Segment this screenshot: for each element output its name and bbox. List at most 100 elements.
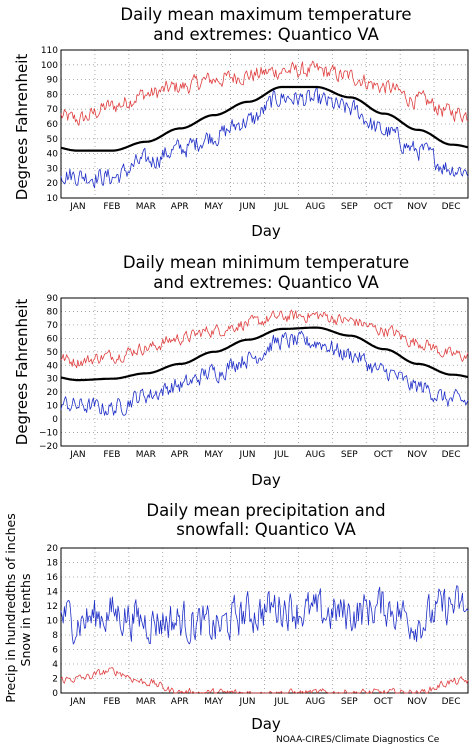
x-tick-label: AUG <box>306 202 326 212</box>
y-tick-label: 80 <box>47 307 59 317</box>
x-tick-label: JUL <box>273 697 288 707</box>
x-tick-label: FEB <box>103 697 120 707</box>
y-tick-label: 10 <box>47 402 59 412</box>
x-tick-label: FEB <box>103 450 120 460</box>
y-tick-label: 10 <box>47 617 59 627</box>
chart-title-line2: snowfall: Quantico VA <box>176 520 356 539</box>
y-tick-label: 70 <box>47 105 59 115</box>
panel-min-temp: Daily mean minimum temperature and extre… <box>13 253 469 489</box>
x-tick-label: OCT <box>374 697 393 707</box>
y-tick-label: 90 <box>47 294 59 304</box>
y-tick-label: 18 <box>47 559 59 569</box>
x-tick-label: NOV <box>407 697 428 707</box>
x-tick-label: MAR <box>136 202 156 212</box>
chart-title-line2: and extremes: Quantico VA <box>153 273 379 292</box>
chart-title-line1: Daily mean precipitation and <box>146 501 385 520</box>
x-tick-label: JUN <box>239 202 256 212</box>
y-tick-label: 50 <box>47 348 59 358</box>
x-axis-label: Day <box>251 471 281 489</box>
series-line-low <box>60 87 469 189</box>
x-tick-label: FEB <box>103 202 120 212</box>
x-tick-label: OCT <box>374 202 393 212</box>
y-tick-label: 2 <box>52 675 58 685</box>
x-tick-label: JAN <box>69 450 85 460</box>
x-tick-label: AUG <box>306 697 326 707</box>
panel-max-temp: Daily mean maximum temperature and extre… <box>13 5 469 240</box>
x-tick-label: AUG <box>306 450 326 460</box>
series-line-mean <box>60 326 469 382</box>
y-tick-label: 40 <box>47 361 59 371</box>
y-axis-label: Degrees Fahrenheit <box>13 54 31 201</box>
series-line-high <box>60 60 469 126</box>
x-axis-label: Day <box>251 222 281 240</box>
x-tick-label: MAY <box>204 450 223 460</box>
x-tick-label: JUN <box>239 697 256 707</box>
plot-area: −20 −10 0 10 20 30 40 50 60 70 80 90 JAN FEB MAR APR MAY… <box>39 294 469 460</box>
chart-title-line2: and extremes: Quantico VA <box>153 25 379 44</box>
x-tick-label: MAY <box>204 202 223 212</box>
y-tick-label: 60 <box>47 334 59 344</box>
y-tick-label: 0 <box>52 415 58 425</box>
y-tick-label: 0 <box>52 689 58 699</box>
series-line-mean <box>60 85 469 152</box>
x-tick-label: JUN <box>239 450 256 460</box>
y-tick-label: 6 <box>52 646 58 656</box>
chart-title-line1: Daily mean minimum temperature <box>123 253 409 272</box>
y-axis-label: Degrees Fahrenheit <box>13 299 31 446</box>
y-tick-label: 110 <box>41 46 58 56</box>
y-tick-label: 50 <box>47 135 59 145</box>
x-tick-label: JAN <box>69 697 85 707</box>
plot-area: 0 2 4 6 8 10 12 14 16 18 20 JAN FEB MAR APR MAY JUN JUL AU… <box>47 544 469 707</box>
plot-frame <box>60 297 469 447</box>
y-tick-label: 70 <box>47 321 59 331</box>
x-tick-label: JUL <box>273 202 288 212</box>
y-tick-label: −10 <box>39 429 58 439</box>
x-tick-label: DEC <box>442 450 461 460</box>
x-tick-label: DEC <box>442 697 461 707</box>
x-tick-label: SEP <box>341 202 358 212</box>
series-line-high <box>60 309 469 369</box>
x-tick-label: NOV <box>407 450 428 460</box>
x-tick-label: SEP <box>341 697 358 707</box>
y-tick-label: 20 <box>47 388 59 398</box>
y-tick-label: 60 <box>47 120 59 130</box>
y-tick-label: 16 <box>47 573 59 583</box>
x-tick-label: APR <box>171 450 189 460</box>
y-tick-label: 40 <box>47 150 59 160</box>
x-tick-label: APR <box>171 202 189 212</box>
y-tick-label: 10 <box>47 194 59 204</box>
x-tick-label: APR <box>171 697 189 707</box>
chart-title-line1: Daily mean maximum temperature <box>120 5 411 24</box>
y-tick-label: 20 <box>47 544 59 554</box>
x-tick-label: JUL <box>273 450 288 460</box>
series-line-snow <box>60 667 469 694</box>
y-tick-label: 8 <box>52 631 58 641</box>
x-tick-label: DEC <box>442 202 461 212</box>
series-line-low <box>60 330 469 416</box>
plot-area: 10 20 30 40 50 60 70 80 90 100 110 JAN FEB MAR APR MAY J… <box>41 46 469 212</box>
panel-precip: Daily mean precipitation and snowfall: Q… <box>3 501 469 733</box>
y-tick-label: 4 <box>52 660 58 670</box>
y-tick-label: −20 <box>39 442 58 452</box>
x-tick-label: OCT <box>374 450 393 460</box>
y-axis-label-line1: Precip in hundredths of inches <box>3 513 18 702</box>
series-line-precip <box>60 585 469 645</box>
y-tick-label: 90 <box>47 76 59 86</box>
y-tick-label: 14 <box>47 588 59 598</box>
y-axis-label-line2: Snow in tenths <box>18 574 33 667</box>
y-tick-label: 30 <box>47 375 59 385</box>
x-axis-label: Day <box>251 715 281 733</box>
x-tick-label: MAR <box>136 450 156 460</box>
x-tick-label: MAY <box>204 697 223 707</box>
y-tick-label: 12 <box>47 602 58 612</box>
y-tick-label: 20 <box>47 179 59 189</box>
x-tick-label: NOV <box>407 202 428 212</box>
y-tick-label: 30 <box>47 164 59 174</box>
credit-text: NOAA-CIRES/Climate Diagnostics Ce <box>276 735 440 745</box>
y-tick-label: 80 <box>47 90 59 100</box>
x-tick-label: MAR <box>136 697 156 707</box>
x-tick-label: SEP <box>341 450 358 460</box>
x-tick-label: JAN <box>69 202 85 212</box>
plot-frame <box>60 49 469 199</box>
